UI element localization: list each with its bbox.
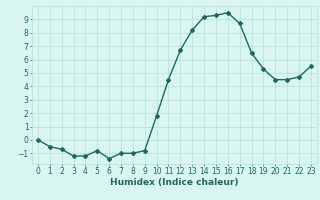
X-axis label: Humidex (Indice chaleur): Humidex (Indice chaleur): [110, 178, 239, 187]
